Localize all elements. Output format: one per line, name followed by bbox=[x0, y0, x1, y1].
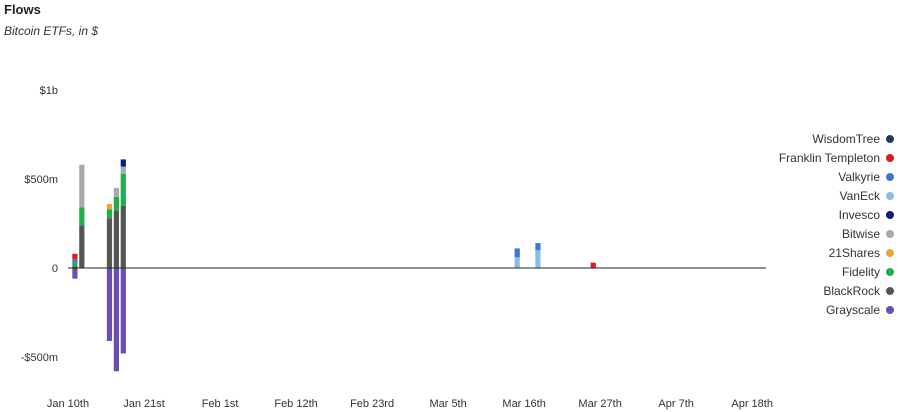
chart-subtitle: Bitcoin ETFs, in $ bbox=[4, 24, 99, 38]
bar-segment-grayscale bbox=[72, 268, 78, 279]
legend-label: Valkyrie bbox=[838, 169, 880, 184]
bar-segment-franklin-templeton bbox=[590, 262, 596, 268]
legend-swatch bbox=[886, 306, 894, 315]
bar-segment-bitwise bbox=[120, 166, 126, 174]
bar-segment-fidelity bbox=[113, 196, 119, 212]
chart-legend: WisdomTree Franklin Templeton Valkyrie VanE… bbox=[760, 129, 900, 320]
legend-swatch bbox=[886, 287, 894, 296]
bar-segment-valkyrie bbox=[535, 243, 541, 251]
y-tick-label: -$500m bbox=[21, 352, 58, 364]
x-tick-label: Mar 16th bbox=[502, 398, 545, 410]
legend-item: 21Shares bbox=[760, 244, 900, 263]
legend-item: BlackRock bbox=[760, 282, 900, 301]
bar-segment-invesco bbox=[120, 159, 126, 167]
legend-swatch bbox=[886, 249, 894, 258]
y-tick-label: 0 bbox=[52, 263, 58, 275]
bar-segment-21shares bbox=[106, 203, 113, 210]
bar-segment-fidelity bbox=[72, 262, 78, 267]
bar-segment-vaneck bbox=[514, 257, 520, 268]
legend-label: BlackRock bbox=[823, 284, 880, 299]
legend-swatch bbox=[886, 153, 894, 162]
legend-item: Bitwise bbox=[760, 224, 900, 243]
bar-segment-vaneck bbox=[535, 250, 541, 268]
bar-segment-grayscale bbox=[106, 268, 113, 341]
x-tick-label: Mar 27th bbox=[578, 398, 621, 410]
legend-label: Invesco bbox=[838, 207, 880, 222]
bar-segment-valkyrie bbox=[72, 259, 78, 263]
legend-item: Grayscale bbox=[760, 301, 900, 320]
bar-segment-grayscale bbox=[120, 268, 126, 354]
x-tick-label: Feb 1st bbox=[202, 398, 239, 410]
legend-label: Bitwise bbox=[841, 227, 880, 242]
y-tick-label: $1b bbox=[40, 85, 58, 97]
x-tick-label: Apr 7th bbox=[658, 398, 693, 410]
legend-swatch bbox=[886, 134, 894, 143]
x-tick-label: Feb 12th bbox=[274, 398, 317, 410]
legend-item: Valkyrie bbox=[760, 167, 900, 186]
legend-label: WisdomTree bbox=[812, 131, 880, 146]
legend-swatch bbox=[886, 210, 894, 219]
legend-label: Fidelity bbox=[841, 265, 880, 280]
legend-item: VanEck bbox=[760, 186, 900, 205]
bar-segment-grayscale bbox=[113, 268, 119, 372]
bar-segment-blackrock bbox=[113, 211, 119, 268]
bar-segment-franklin-templeton bbox=[72, 253, 78, 260]
legend-item: Franklin Templeton bbox=[760, 148, 900, 167]
bar-segment-fidelity bbox=[120, 173, 126, 206]
legend-label: 21Shares bbox=[828, 246, 880, 261]
bar-segment-valkyrie bbox=[514, 248, 520, 258]
x-tick-label: Jan 21st bbox=[123, 398, 165, 410]
legend-swatch bbox=[886, 191, 894, 200]
y-tick-label: $500m bbox=[24, 174, 58, 186]
bar-segment-bitwise bbox=[113, 187, 119, 197]
legend-swatch bbox=[886, 230, 894, 239]
bar-segment-blackrock bbox=[72, 266, 78, 268]
legend-item: Fidelity bbox=[760, 263, 900, 282]
bar-segment-blackrock bbox=[120, 205, 126, 268]
legend-item: WisdomTree bbox=[760, 129, 900, 148]
bar-segment-fidelity bbox=[79, 207, 85, 226]
legend-label: VanEck bbox=[839, 188, 880, 203]
legend-item: Invesco bbox=[760, 205, 900, 224]
chart-title: Flows bbox=[4, 2, 41, 17]
bar-segment-blackrock bbox=[79, 225, 85, 268]
legend-swatch bbox=[886, 172, 894, 181]
x-tick-label: Jan 10th bbox=[47, 398, 89, 410]
bar-segment-blackrock bbox=[106, 218, 113, 268]
x-tick-label: Feb 23rd bbox=[350, 398, 394, 410]
bar-segment-fidelity bbox=[106, 209, 113, 219]
legend-swatch bbox=[886, 268, 894, 277]
legend-label: Grayscale bbox=[825, 303, 880, 318]
x-tick-label: Apr 18th bbox=[731, 398, 773, 410]
legend-label: Franklin Templeton bbox=[778, 150, 880, 165]
bar-segment-bitwise bbox=[79, 164, 85, 208]
x-tick-label: Mar 5th bbox=[429, 398, 466, 410]
